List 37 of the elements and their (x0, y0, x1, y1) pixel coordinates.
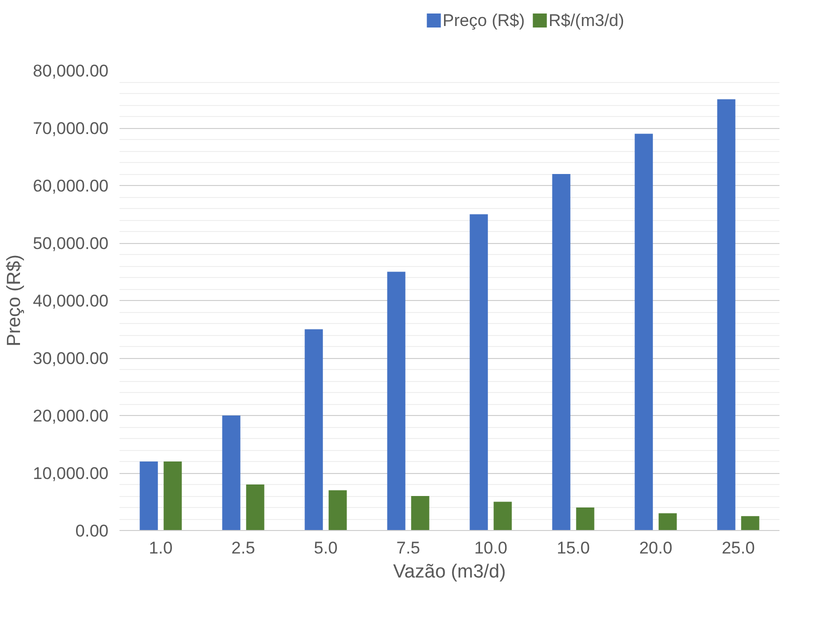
x-tick-label: 1.0 (148, 538, 173, 558)
x-tick-label: 5.0 (314, 538, 338, 558)
bar (304, 329, 323, 530)
bar (552, 174, 570, 530)
x-tick-label: 2.5 (231, 538, 256, 558)
y-tick-label: 30,000.00 (32, 349, 109, 368)
bar (164, 462, 182, 530)
y-tick-label: 80,000.00 (32, 62, 109, 80)
x-tick-label: 10.0 (474, 538, 508, 558)
y-tick-label: 70,000.00 (32, 119, 109, 138)
bar (494, 502, 512, 530)
x-axis-title: Vazão (m3/d) (393, 562, 506, 582)
x-tick-label: 20.0 (639, 538, 672, 558)
bar (328, 490, 347, 530)
y-tick-label: 60,000.00 (32, 176, 109, 196)
legend-label: R$/(m3/d) (548, 11, 624, 30)
x-tick-label: 7.5 (396, 538, 420, 558)
y-tick-label: 50,000.00 (32, 234, 109, 253)
bar (470, 214, 488, 530)
x-tick-label: 25.0 (722, 538, 755, 558)
bar (658, 513, 677, 530)
y-tick-label: 0.00 (75, 522, 109, 540)
bar (387, 272, 406, 530)
bar (634, 134, 653, 530)
bar (222, 416, 240, 530)
x-tick-label: 15.0 (556, 538, 590, 558)
y-axis-title: Preço (R$) (4, 254, 25, 346)
bar (741, 516, 760, 530)
bar (576, 508, 594, 530)
bar (246, 484, 264, 530)
legend-label: Preço (R$) (442, 11, 525, 30)
bar (717, 99, 736, 530)
y-tick-label: 40,000.00 (32, 292, 109, 310)
y-tick-label: 10,000.00 (32, 464, 109, 483)
y-tick-label: 20,000.00 (32, 406, 109, 426)
bar (140, 462, 158, 530)
bar (411, 496, 430, 530)
